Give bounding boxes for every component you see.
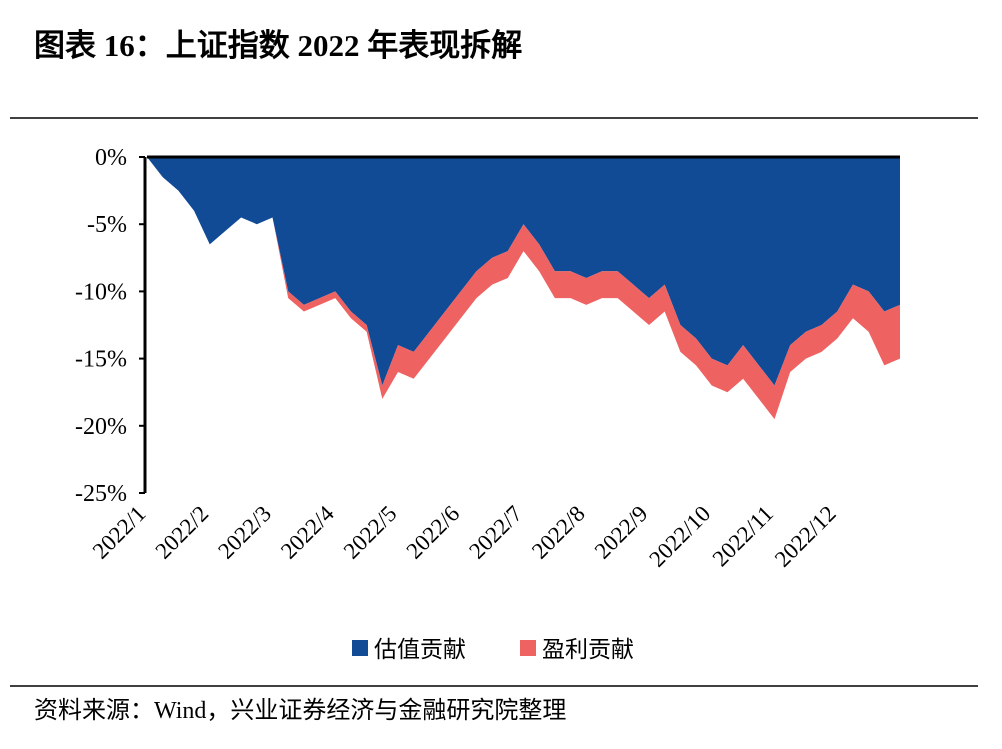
- y-tick-label: -20%: [75, 414, 127, 440]
- x-tick-label: 2022/6: [401, 501, 464, 564]
- legend-label: 盈利贡献: [542, 637, 634, 662]
- x-tick-label: 2022/1: [88, 501, 151, 564]
- source: 资料来源：Wind，兴业证券经济与金融研究院整理: [34, 697, 566, 724]
- x-tick-label: 2022/4: [276, 501, 339, 564]
- x-tick-label: 2022/7: [464, 501, 527, 564]
- y-tick-label: -10%: [75, 279, 127, 305]
- y-tick-label: -25%: [75, 481, 127, 507]
- x-tick-label: 2022/12: [770, 501, 841, 572]
- x-tick-label: 2022/3: [213, 501, 276, 564]
- y-tick-label: 0%: [95, 145, 127, 171]
- legend-swatch: [352, 640, 368, 656]
- chart-title: 图表 16：上证指数 2022 年表现拆解: [34, 28, 522, 63]
- x-tick-label: 2022/2: [150, 501, 213, 564]
- legend-swatch: [520, 640, 536, 656]
- area: [147, 157, 900, 386]
- x-tick-label: 2022/8: [527, 501, 590, 564]
- y-tick-label: -15%: [75, 347, 127, 373]
- x-tick-label: 2022/11: [708, 501, 778, 571]
- x-tick-label: 2022/10: [644, 501, 715, 572]
- y-tick-label: -5%: [87, 212, 127, 238]
- legend-label: 估值贡献: [374, 637, 466, 662]
- x-tick-label: 2022/5: [339, 501, 402, 564]
